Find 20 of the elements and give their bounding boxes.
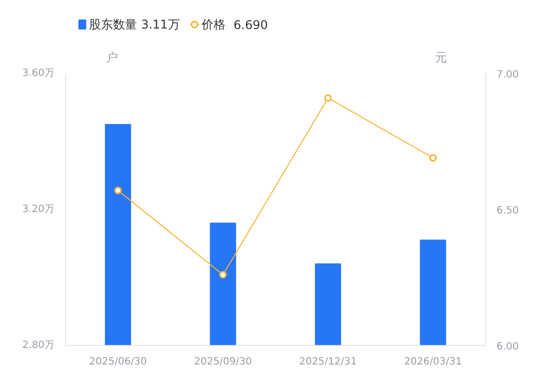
y-tick-label: 2.80万 xyxy=(22,340,54,351)
point xyxy=(429,154,437,162)
x-tick-label: 2025/12/31 xyxy=(299,356,357,368)
point xyxy=(114,186,122,194)
x-tick-label: 2025/09/30 xyxy=(194,356,252,368)
y-tick-label: 3.60万 xyxy=(22,68,54,79)
y-tick-label: 3.20万 xyxy=(22,204,54,215)
x-tick-label: 2025/06/30 xyxy=(89,356,147,368)
point xyxy=(219,271,227,279)
y2-tick-label: 6.50 xyxy=(496,206,519,216)
y2-tick-label: 7.00 xyxy=(496,70,519,80)
legend-label: 股东数量 xyxy=(89,18,138,32)
y-axis-title: 户 xyxy=(106,50,118,64)
legend-label: 价格 xyxy=(200,18,226,32)
point xyxy=(324,94,332,102)
x-tick-label: 2026/03/31 xyxy=(404,356,462,368)
y2-axis-title: 元 xyxy=(435,50,448,64)
text: 6.690 xyxy=(234,18,268,32)
text: 3.11万 xyxy=(141,18,180,32)
y2-tick-label: 6.00 xyxy=(496,342,519,352)
